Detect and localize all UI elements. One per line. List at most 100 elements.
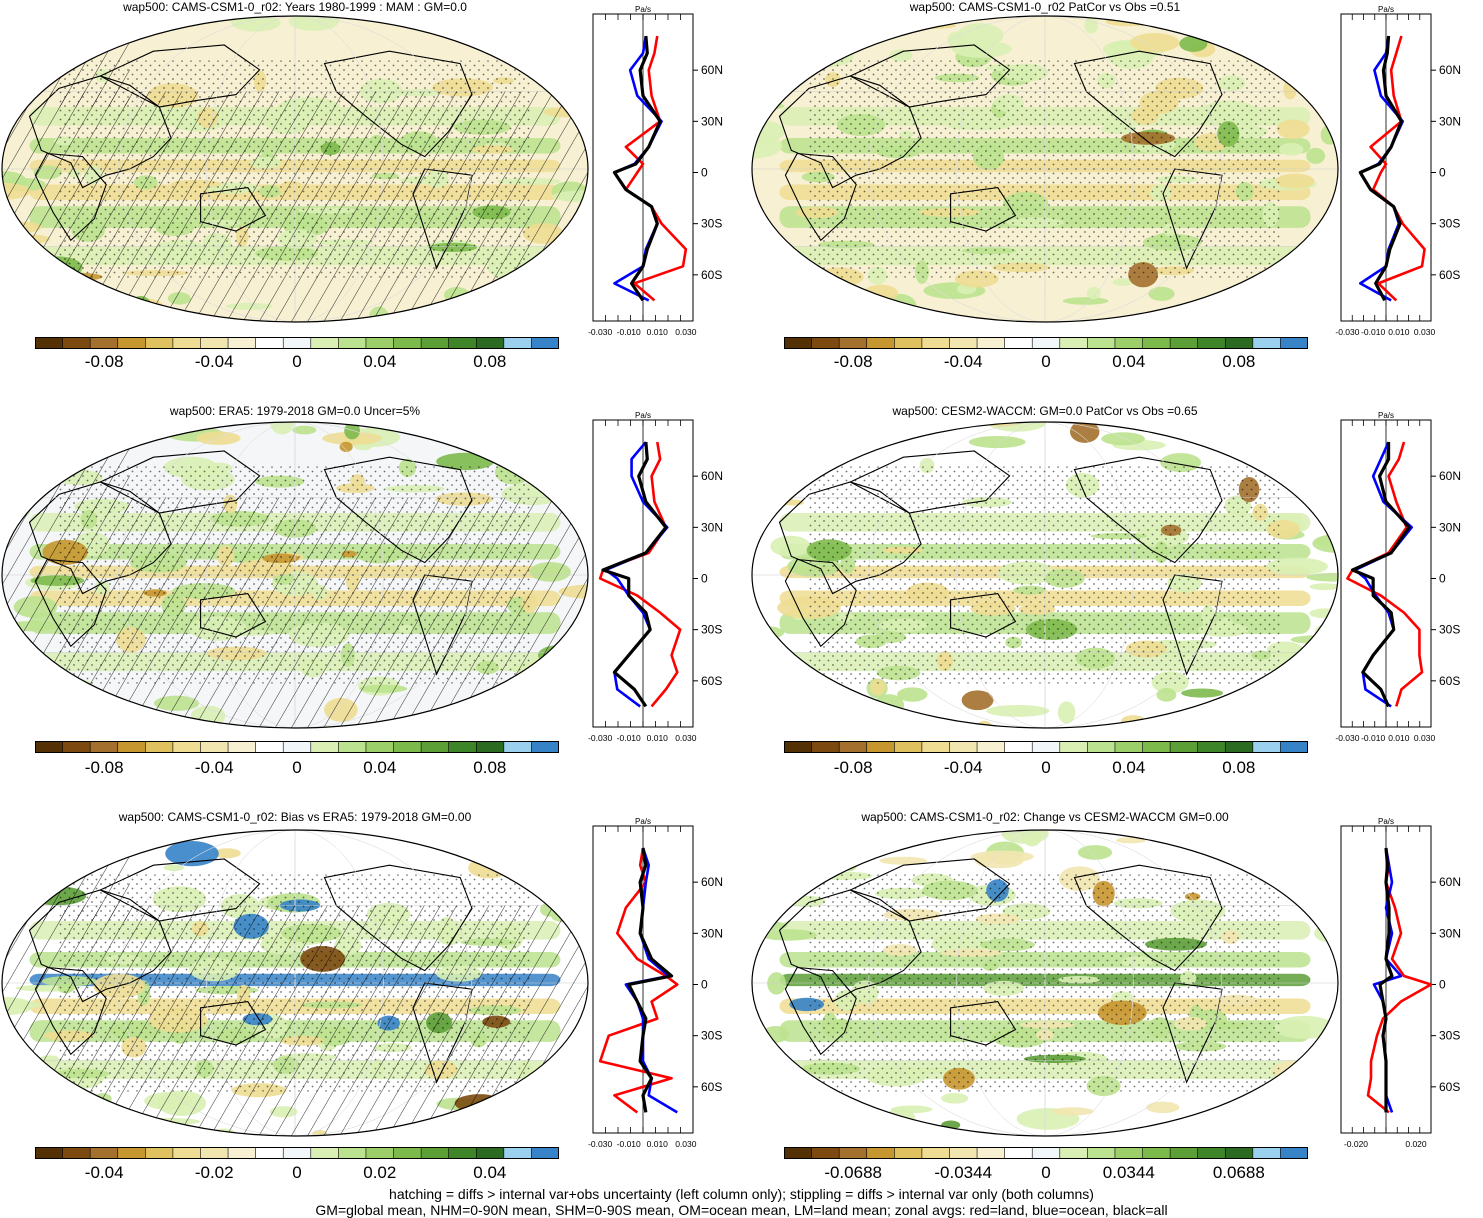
field-blob <box>941 1092 969 1104</box>
colorbar-swatch <box>894 741 923 753</box>
colorbar-swatch <box>1197 337 1226 349</box>
field-blob <box>2 271 40 294</box>
colorbar-swatch <box>476 337 505 349</box>
colorbar-swatch <box>503 337 532 349</box>
colorbar-swatch <box>62 741 91 753</box>
field-blob <box>1112 278 1134 286</box>
colorbar-swatch <box>1252 741 1281 753</box>
zonal-x-label: 0.010 <box>647 327 669 337</box>
colorbar-swatch <box>1087 337 1116 349</box>
colorbar-swatch <box>866 337 895 349</box>
field-blob <box>1179 35 1208 52</box>
colorbar-swatch <box>145 1147 174 1159</box>
map-border <box>751 15 1339 323</box>
field-blob <box>879 856 928 865</box>
field-blob <box>21 271 78 283</box>
colorbar-swatch <box>200 337 229 349</box>
field-blob <box>2 276 22 298</box>
field-blob <box>23 41 44 54</box>
zonal-unit-label: Pa/s <box>635 5 651 14</box>
colorbar <box>35 741 559 753</box>
colorbar-swatch <box>921 1147 950 1159</box>
zonal-x-label: -0.030 <box>588 1139 612 1149</box>
zonal-mean-plot: Pa/s 60N 30N 0 30S 60S -0.020 0.020 <box>1340 817 1461 1149</box>
field-blob <box>25 260 47 278</box>
colorbar-swatch <box>894 337 923 349</box>
colorbar-swatch <box>90 337 119 349</box>
zonal-x-label: -0.010 <box>617 733 641 743</box>
field-blob <box>752 272 777 288</box>
colorbar-swatch <box>476 741 505 753</box>
colorbar-frame <box>35 337 559 349</box>
field-blob <box>1235 49 1275 58</box>
colorbar-swatch <box>1225 337 1254 349</box>
colorbar-swatch <box>531 337 559 349</box>
field-blob <box>792 676 823 702</box>
field-blob <box>3 315 33 322</box>
field-blob <box>786 845 850 865</box>
field-blob <box>489 1109 545 1130</box>
field-blob <box>752 927 765 936</box>
zonal-x-label: 0.010 <box>1388 733 1410 743</box>
colorbar-swatch <box>448 337 477 349</box>
zonal-unit-label: Pa/s <box>635 817 651 826</box>
zonal-lat-label: 60S <box>1439 674 1460 688</box>
map-title: wap500: CAMS-CSM1-0_r02: Years 1980-1999… <box>123 0 467 14</box>
hatching <box>2 91 588 322</box>
colorbar-tick: -0.04 <box>943 352 983 371</box>
colorbar-swatch <box>448 1147 477 1159</box>
zonal-lat-label: 60S <box>701 674 722 688</box>
field-blob <box>1069 422 1100 443</box>
zonal-series-all <box>612 35 662 302</box>
colorbar-swatch <box>784 1147 812 1159</box>
map-border <box>751 829 1339 1137</box>
colorbar-swatch <box>172 741 201 753</box>
colorbar-frame <box>35 1147 559 1159</box>
zonal-lat-label: 60S <box>701 1080 722 1094</box>
field-blob <box>2 86 18 112</box>
zonal-x-label: 0.010 <box>647 733 669 743</box>
field-blob <box>1261 847 1314 860</box>
field-blob <box>1266 557 1328 576</box>
colorbar-swatch <box>1004 741 1033 753</box>
field-blob <box>24 433 54 449</box>
hatching <box>2 905 588 1136</box>
colorbar-swatch <box>531 741 559 753</box>
field-blob <box>1276 119 1310 139</box>
field-blob <box>762 1026 789 1043</box>
zonal-x-label: 0.030 <box>1414 327 1436 337</box>
field-blob <box>986 704 1050 717</box>
field-blob <box>1148 286 1175 301</box>
map-border <box>1 421 589 729</box>
field-blob <box>1052 1107 1094 1116</box>
field-blob <box>1176 830 1215 841</box>
field-blob <box>752 668 775 677</box>
field-blob <box>292 425 317 435</box>
colorbar <box>35 1147 559 1159</box>
zonal-lat-label: 30N <box>701 520 723 534</box>
colorbar-swatch <box>35 741 63 753</box>
field-blob <box>514 307 562 322</box>
zonal-x-label: -0.030 <box>588 733 612 743</box>
colorbar-swatch <box>393 337 422 349</box>
field-blob <box>795 57 821 75</box>
zonal-x-label: -0.030 <box>1335 733 1359 743</box>
field-blob <box>987 422 1047 432</box>
field-blob <box>1191 304 1228 322</box>
colorbar-swatch <box>1280 337 1308 349</box>
colorbar-swatch <box>949 337 978 349</box>
field-blob <box>851 830 895 846</box>
zonal-series-land <box>598 441 682 708</box>
field-blob <box>2 912 19 922</box>
map-plot <box>1 421 589 729</box>
colorbar-tick: -0.08 <box>833 352 873 371</box>
field-blob <box>163 864 185 872</box>
zonal-x-label: 0.030 <box>1414 733 1436 743</box>
zonal-series-land <box>624 35 688 302</box>
colorbar-swatch <box>784 337 812 349</box>
zonal-lat-label: 60S <box>1439 1080 1460 1094</box>
colorbar-swatch <box>338 741 367 753</box>
field-blob <box>168 422 202 430</box>
colorbar-swatch <box>35 337 63 349</box>
zonal-lat-label: 60S <box>701 268 722 282</box>
